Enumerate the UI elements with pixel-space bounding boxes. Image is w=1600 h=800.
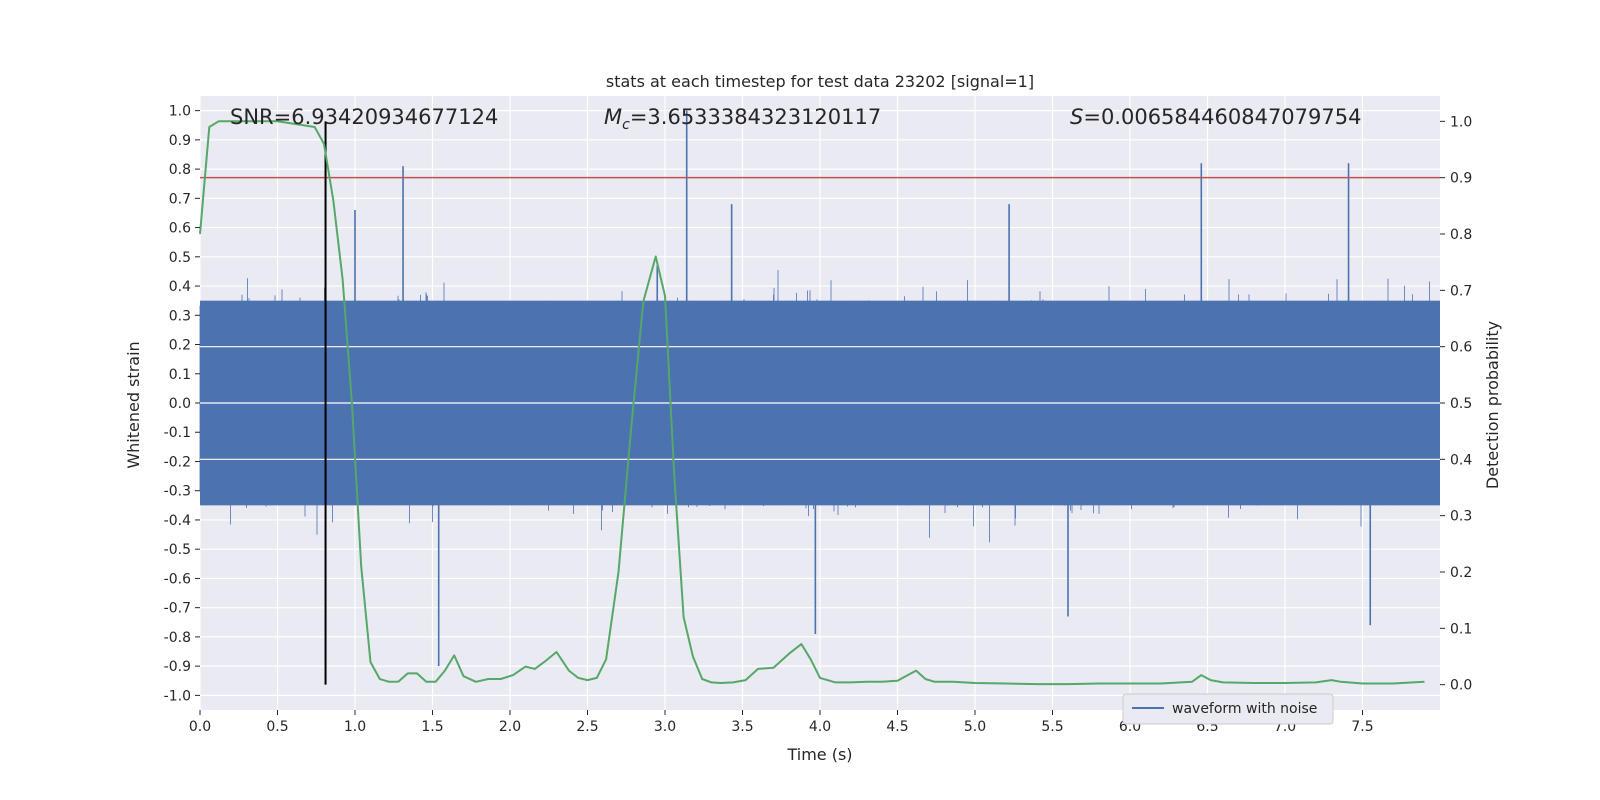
yr-tick-label-3: 0.3 [1450,509,1472,525]
yr-tick-label-10: 1.0 [1450,114,1472,130]
x-tick-label-10: 5.0 [964,719,986,735]
x-tick-label-11: 5.5 [1041,719,1063,735]
snr-annotation: SNR=6.93420934677124 [230,105,498,129]
yl-tick-label-17: 0.7 [169,191,191,207]
yr-tick-label-8: 0.8 [1450,227,1472,243]
yl-tick-label-5: -0.5 [164,542,191,558]
x-tick-label-7: 3.5 [731,719,753,735]
x-axis-label: Time (s) [786,745,852,764]
yr-tick-label-6: 0.6 [1450,340,1472,356]
yr-tick-label-9: 0.9 [1450,171,1472,187]
yl-tick-label-9: -0.1 [164,425,191,441]
legend-box [1122,693,1334,725]
y-left-axis-ticks: -1.0 -0.9 -0.8 -0.7 -0.6 -0.5 -0.4 -0.3 -0.2 -0.1… [164,104,200,704]
yl-tick-label-13: 0.3 [169,308,191,324]
legend-label: waveform with noise [1172,701,1317,717]
x-tick-label-3: 1.5 [421,719,443,735]
snr-prefix: SNR= [230,105,291,129]
yl-tick-label-14: 0.4 [169,279,191,295]
yl-tick-label-12: 0.2 [169,338,191,354]
yr-tick-label-5: 0.5 [1450,396,1472,412]
yl-tick-label-7: -0.3 [164,484,191,500]
y-right-axis-label: Detection probability [1483,321,1502,489]
y-left-axis-label: Whitened strain [124,341,143,468]
yr-tick-label-1: 0.1 [1450,621,1472,637]
yl-tick-label-8: -0.2 [164,454,191,470]
yr-tick-label-7: 0.7 [1450,283,1472,299]
yl-tick-label-20: 1.0 [169,104,191,120]
x-tick-label-6: 3.0 [654,719,676,735]
x-tick-label-8: 4.0 [809,719,831,735]
yl-tick-label-10: 0.0 [169,396,191,412]
x-tick-label-0: 0.0 [189,719,211,735]
chart-title: stats at each timestep for test data 232… [606,72,1034,91]
x-tick-label-9: 4.5 [886,719,908,735]
probability-line [199,120,1425,686]
strain-series [199,110,1440,667]
snr-value: 6.93420934677124 [291,105,498,129]
yr-tick-label-2: 0.2 [1450,565,1472,581]
mc-symbol: M [604,105,622,129]
yl-tick-label-2: -0.8 [164,630,191,646]
yl-tick-label-18: 0.8 [169,162,191,178]
yl-tick-label-1: -0.9 [164,659,191,675]
y-right-axis-ticks: 0.0 0.1 0.2 0.3 0.4 0.5 0.6 0.7 0.8 0.9 1.0 [1440,114,1472,694]
yl-tick-label-19: 0.9 [169,133,191,149]
yr-tick-label-4: 0.4 [1450,452,1472,468]
x-tick-label-4: 2.0 [499,719,521,735]
yl-tick-label-16: 0.6 [169,221,191,237]
yl-tick-label-4: -0.6 [164,571,191,587]
x-tick-label-1: 0.5 [266,719,288,735]
chirp-mass-annotation: Mc=3.6533384323120117 [604,105,881,133]
x-tick-label-2: 1.0 [344,719,366,735]
mc-subscript: c [622,117,630,133]
s-value: =0.006584460847079754 [1083,105,1361,129]
yl-tick-label-0: -1.0 [164,688,191,704]
mc-value: =3.6533384323120117 [630,105,881,129]
probability-series [199,120,1425,686]
yl-tick-label-15: 0.5 [169,250,191,266]
yl-tick-label-3: -0.7 [164,601,191,617]
s-symbol: S [1070,105,1083,129]
s-annotation: S=0.006584460847079754 [1070,105,1361,129]
yl-tick-label-6: -0.4 [164,513,191,529]
x-tick-label-15: 7.5 [1351,719,1373,735]
x-tick-label-5: 2.5 [576,719,598,735]
yl-tick-label-11: 0.1 [169,367,191,383]
legend: waveform with noise [1122,693,1334,725]
yr-tick-label-0: 0.0 [1450,678,1472,694]
